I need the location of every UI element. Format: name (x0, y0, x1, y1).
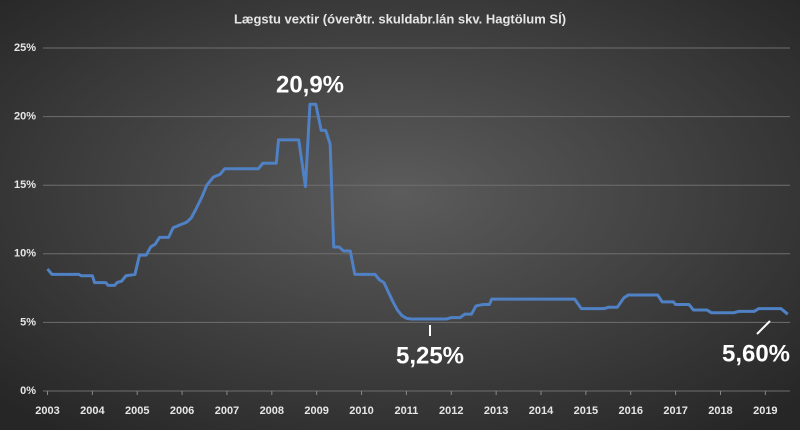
annotation: 20,9% (276, 71, 344, 98)
x-tick-label: 2012 (439, 405, 463, 417)
x-tick-label: 2007 (215, 405, 239, 417)
x-tick-label: 2006 (170, 405, 194, 417)
plot (46, 102, 789, 321)
y-tick-label: 0% (20, 385, 36, 397)
grid: 0% 5% 10% 15% 20% 25% 2003 2004 2005 2006 2007 2008… (14, 42, 790, 417)
chart-title: Lægstu vextir (óverðtr. skuldabr.lán skv… (234, 11, 566, 26)
x-tick-label: 2019 (753, 405, 777, 417)
x-tick-label: 2009 (304, 405, 328, 417)
x-tick-label: 2015 (574, 405, 598, 417)
x-tick-label: 2004 (80, 405, 105, 417)
line (46, 102, 789, 321)
x-tick-label: 2005 (125, 405, 149, 417)
x-tick-label: 2013 (484, 405, 508, 417)
y-tick-label: 25% (14, 42, 36, 54)
x-tick-label: 2003 (35, 405, 59, 417)
y-tick-label: 20% (14, 111, 36, 123)
annotation: 5,60% (722, 340, 790, 367)
y-tick-label: 10% (14, 248, 36, 260)
x-tick-label: 2018 (708, 405, 732, 417)
annotation: 5,25% (396, 342, 464, 369)
annotation-pointer (756, 320, 771, 335)
y-tick-label: 5% (20, 316, 36, 328)
x-tick-label: 2017 (663, 405, 687, 417)
x-tick-label: 2008 (260, 405, 284, 417)
x-tick-label: 2011 (394, 405, 418, 417)
x-tick-label: 2016 (618, 405, 642, 417)
y-tick-label: 15% (14, 179, 36, 191)
x-tick-label: 2010 (349, 405, 373, 417)
x-tick-label: 2014 (529, 405, 554, 417)
